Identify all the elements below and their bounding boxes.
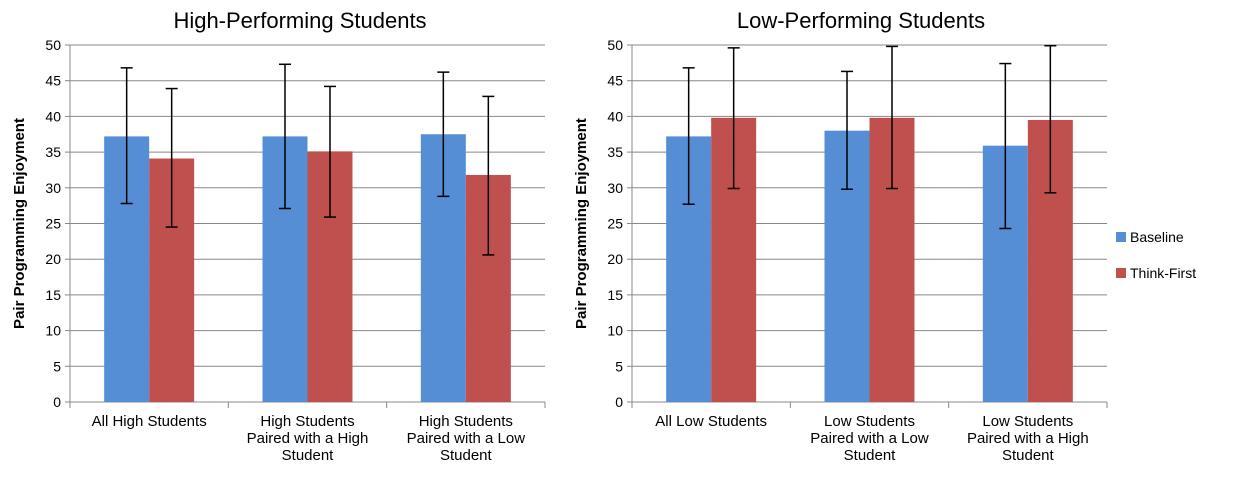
x-category-label: All High Students <box>92 413 207 430</box>
x-category-label-line: Paired with a Low <box>407 430 526 447</box>
y-tick-label: 50 <box>607 37 623 53</box>
y-tick-label: 0 <box>615 394 623 410</box>
chart-title: Low-Performing Students <box>737 8 985 33</box>
x-category-label-line: Student <box>844 447 897 464</box>
x-category-label: All Low Students <box>655 413 767 430</box>
y-tick-label: 25 <box>607 216 623 232</box>
x-category-label: High Students Paired with a Low Student <box>407 413 526 464</box>
legend-swatch-think-first <box>1116 268 1126 278</box>
y-tick-label: 10 <box>607 323 623 339</box>
y-tick-label: 45 <box>607 73 623 89</box>
legend-label: Baseline <box>1130 229 1184 245</box>
legend: Baseline Think-First <box>1116 229 1196 281</box>
y-tick-label: 45 <box>45 73 61 89</box>
y-tick-label: 15 <box>607 287 623 303</box>
y-axis-label: Pair Programming Enjoyment <box>11 118 28 329</box>
x-category-label-line: All Low Students <box>655 413 767 430</box>
x-category-label-line: Low Students <box>982 413 1073 430</box>
x-category-label-line: Paired with a High <box>967 430 1089 447</box>
y-tick-label: 30 <box>607 180 623 196</box>
x-category-label-line: High Students <box>419 413 513 430</box>
y-tick-label: 20 <box>607 251 623 267</box>
x-category-label: Low Students Paired with a High Student <box>967 413 1089 464</box>
chart-panel-1: High-Performing Students Pair Programming… <box>11 8 546 464</box>
x-category-label-line: Paired with a High <box>247 430 369 447</box>
x-category-label-line: Paired with a Low <box>810 430 929 447</box>
y-tick-label: 20 <box>45 251 61 267</box>
x-category-label-line: Student <box>282 447 335 464</box>
legend-label: Think-First <box>1130 265 1196 281</box>
x-category-label: Low Students Paired with a Low Student <box>810 413 929 464</box>
y-tick-label: 5 <box>53 358 61 374</box>
x-category-label-line: Student <box>1002 447 1055 464</box>
legend-swatch-baseline <box>1116 232 1126 242</box>
y-tick-label: 30 <box>45 180 61 196</box>
y-tick-label: 0 <box>53 394 61 410</box>
y-tick-label: 40 <box>45 108 61 124</box>
y-tick-label: 5 <box>615 358 623 374</box>
x-category-label-line: Low Students <box>824 413 915 430</box>
x-category-label-line: Student <box>440 447 493 464</box>
y-tick-label: 25 <box>45 216 61 232</box>
y-tick-label: 40 <box>607 108 623 124</box>
chart-title: High-Performing Students <box>173 8 426 33</box>
y-tick-label: 10 <box>45 323 61 339</box>
y-tick-label: 35 <box>45 144 61 160</box>
x-category-label: High Students Paired with a High Student <box>247 413 369 464</box>
y-tick-label: 15 <box>45 287 61 303</box>
x-category-label-line: All High Students <box>92 413 207 430</box>
chart-panel-2: Low-Performing Students Pair Programming … <box>573 8 1108 464</box>
y-axis-label: Pair Programming Enjoyment <box>573 118 590 329</box>
y-tick-label: 50 <box>45 37 61 53</box>
x-category-label-line: High Students <box>260 413 354 430</box>
y-tick-label: 35 <box>607 144 623 160</box>
